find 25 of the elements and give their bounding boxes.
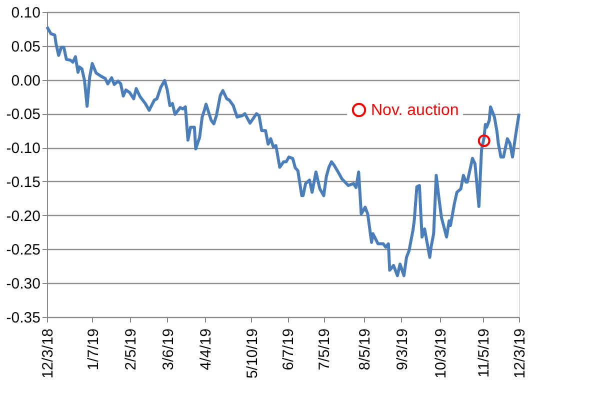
y-tick-label: -0.20: [6, 208, 40, 225]
y-tick-label: -0.35: [6, 310, 40, 326]
y-tick-label: -0.05: [6, 106, 40, 124]
x-tick-label: 10/3/19: [432, 328, 450, 379]
y-tick-label: 0.00: [11, 72, 40, 90]
x-tick-label: 1/7/19: [84, 328, 102, 370]
line-series: [46, 25, 520, 278]
x-tick-label: 9/3/19: [394, 328, 411, 370]
y-tick-label: -0.10: [6, 140, 40, 158]
x-tick-label: 3/6/19: [160, 328, 177, 370]
x-tick-label: 12/3/19: [512, 328, 528, 379]
x-tick-label: 12/3/18: [40, 328, 56, 379]
x-tick-label: 11/5/19: [475, 328, 492, 378]
y-tick-label: -0.15: [6, 174, 40, 191]
x-tick-label: 8/5/19: [356, 328, 374, 370]
x-tick-label: 2/5/19: [122, 328, 140, 370]
y-tick-label: 0.10: [11, 4, 40, 22]
x-tick-label: 7/5/19: [316, 328, 334, 370]
x-tick-label: 6/7/19: [280, 328, 298, 370]
x-tick-label: 5/10/19: [244, 328, 261, 379]
y-tick-label: -0.25: [6, 242, 40, 259]
y-tick-label: 0.05: [11, 38, 40, 56]
y-tick-label: -0.30: [6, 276, 40, 293]
legend-label: Nov. auction: [371, 102, 459, 119]
x-tick-label: 4/4/19: [197, 328, 214, 370]
